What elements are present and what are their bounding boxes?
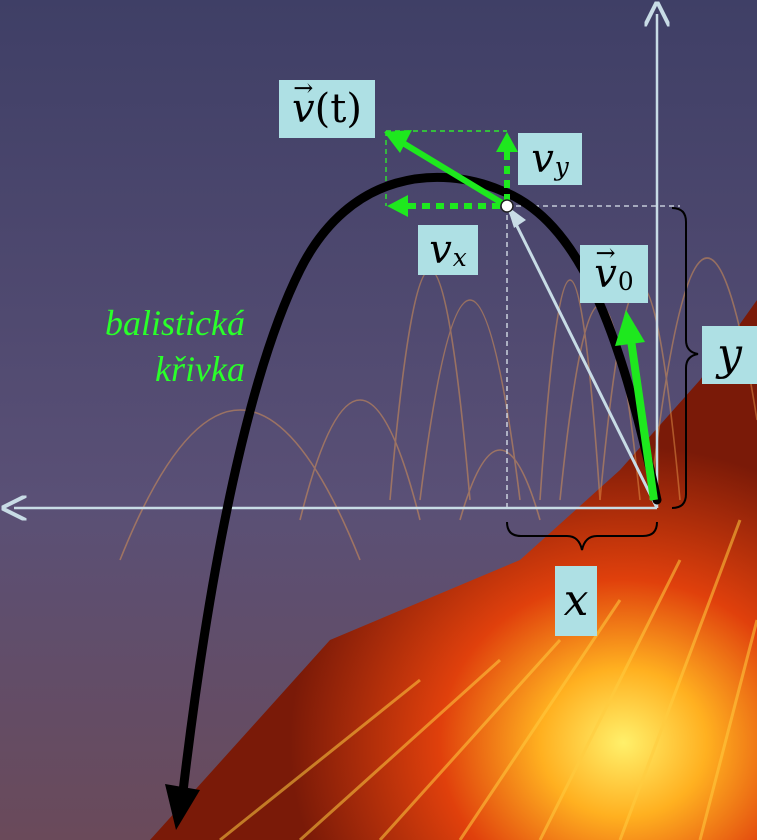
ballistic-curve-label: balistická křivka <box>40 300 245 392</box>
x-brace <box>506 521 658 551</box>
position-vector <box>508 211 659 509</box>
velocity-t-label: v(t) <box>279 80 375 138</box>
position-vector-head <box>507 206 526 228</box>
initial-velocity-vector <box>627 339 658 501</box>
x-label: x <box>555 566 597 636</box>
trajectory-arrowhead <box>165 784 200 830</box>
vx-component-head <box>387 195 408 217</box>
vy-component-head <box>496 132 518 152</box>
velocity-vector-head <box>384 130 412 153</box>
y-brace <box>671 207 699 509</box>
initial-velocity-head <box>615 310 645 346</box>
y-label: y <box>702 326 757 384</box>
lava-streaks <box>219 519 757 840</box>
lava-slope <box>150 300 757 840</box>
velocity-vector <box>396 137 509 209</box>
ember-arcs <box>119 257 757 561</box>
curve-label-line2: křivka <box>155 349 245 389</box>
object-position-point <box>500 199 514 213</box>
v0-label: v0 <box>580 245 648 303</box>
curve-label-line1: balistická <box>105 303 245 343</box>
